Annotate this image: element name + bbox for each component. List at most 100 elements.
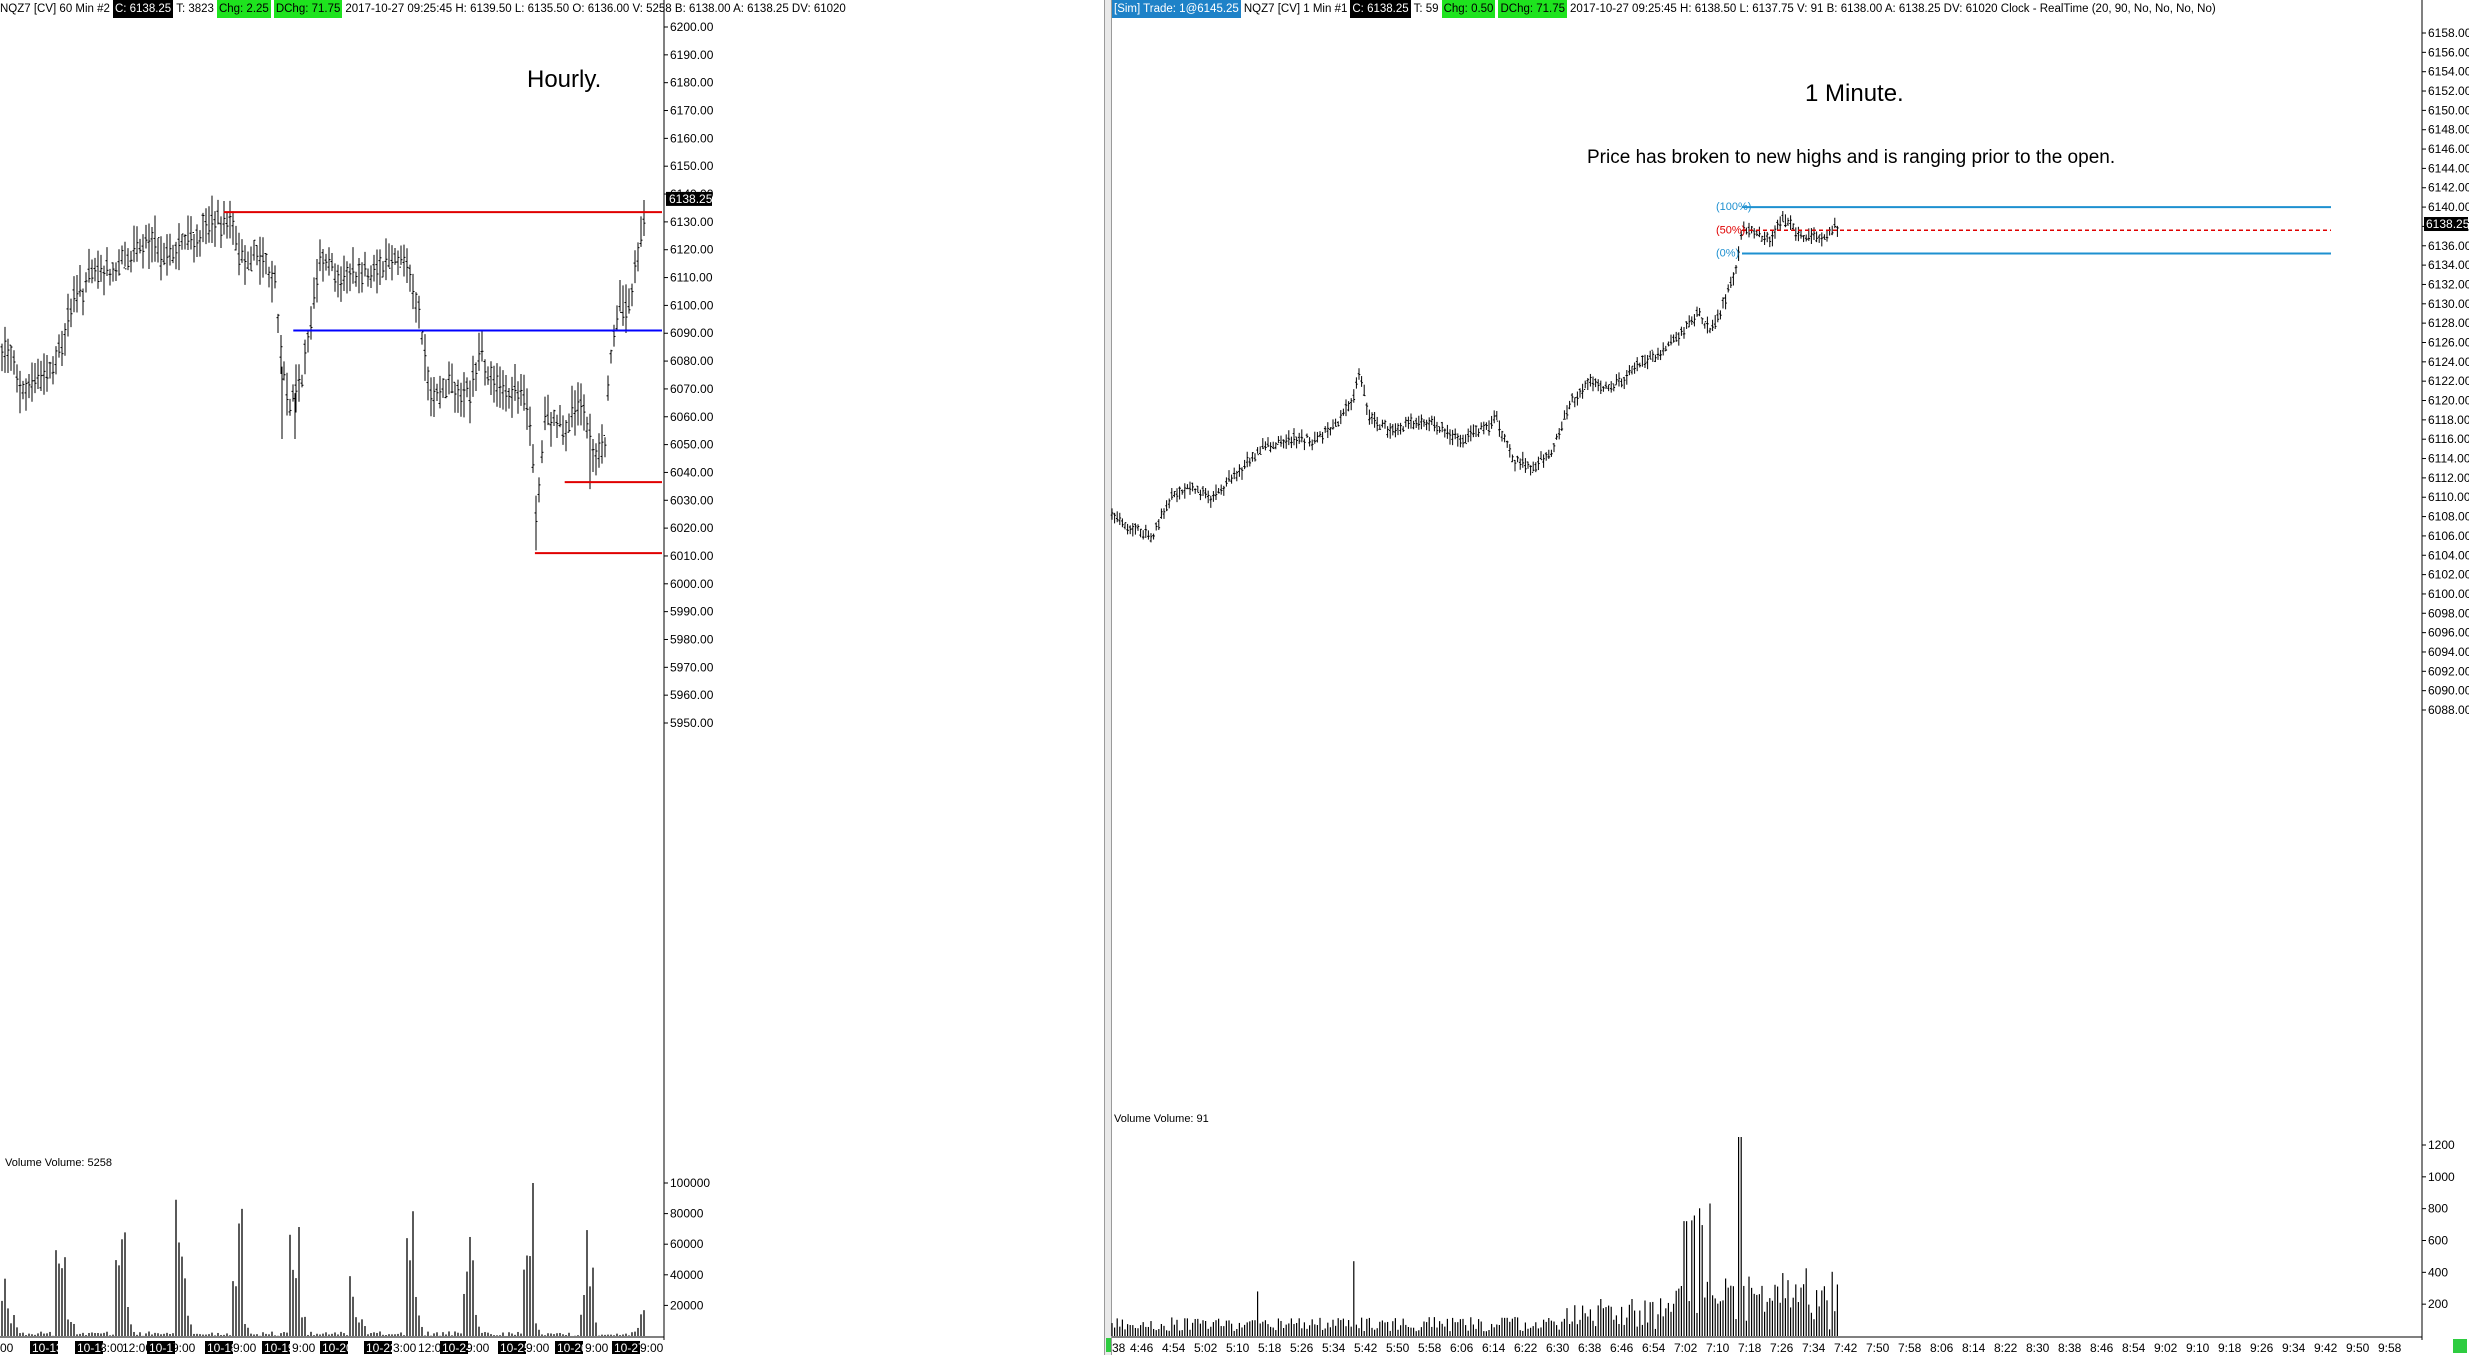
price-tick-label: 6094.00 [2428,645,2469,659]
time-tick-label: 9:00 [466,1341,490,1355]
hourly-chart-header: NQZ7 [CV] 60 Min #2 C: 6138.25 T: 3823 Chg:… [0,0,849,18]
pane-splitter[interactable] [1104,0,1112,1355]
time-tick-label: 7:58 [1898,1341,1922,1355]
time-tick-label: 5:18 [1258,1341,1282,1355]
price-tick-label: 6080.00 [670,354,714,368]
time-tick-label: 6:38 [1578,1341,1602,1355]
price-tick-label: 6118.00 [2428,413,2469,427]
price-tick-label: 6132.00 [2428,277,2469,291]
price-tick-label: 6088.00 [2428,703,2469,717]
price-tick-label: 6030.00 [670,493,714,507]
time-tick-label: 38 [1112,1341,1126,1355]
minute-chart-header: [Sim] Trade: 1@6145.25 NQZ7 [CV] 1 Min #1… [1112,0,2219,18]
price-tick-label: 5980.00 [670,632,714,646]
price-tick-label: 6102.00 [2428,568,2469,582]
time-tick-label: 00 [0,1341,14,1355]
date-marker-box [612,1341,640,1354]
time-tick-label: 5:50 [1386,1341,1410,1355]
volume-tick-label: 800 [2428,1202,2448,1216]
time-tick-label: 8:46 [2090,1341,2114,1355]
date-marker-box [75,1341,103,1354]
minute-chart-canvas[interactable]: 6158.00 6156.00 6154.00 6152.00 6150.00 6148.… [1110,0,2469,1355]
time-tick-label: 7:50 [1866,1341,1890,1355]
price-tick-label: 6098.00 [2428,606,2469,620]
price-tick-label: 5990.00 [670,605,714,619]
minute-chart-pane[interactable]: [Sim] Trade: 1@6145.25 NQZ7 [CV] 1 Min #1… [1110,0,2469,1355]
time-tick-label: 8:38 [2058,1341,2082,1355]
time-tick-label: 3:00 [393,1341,417,1355]
splitter-grip-icon[interactable] [1106,1338,1111,1352]
volume-tick-label: 1200 [2428,1138,2455,1152]
price-tick-label: 6200.00 [670,20,714,34]
date-marker-box [205,1341,233,1354]
time-tick-label: 9:00 [585,1341,609,1355]
status-indicator-icon [2453,1339,2467,1353]
date-marker-box [262,1341,290,1354]
price-tick-label: 6020.00 [670,521,714,535]
minute-volume-bars [1111,1137,1839,1336]
date-marker-label: 10-22 [366,1341,397,1355]
price-tick-label: 6190.00 [670,48,714,62]
price-tick-label: 6140.00 [2428,200,2469,214]
time-tick-label: 6:06 [1450,1341,1474,1355]
price-tick-label: 6180.00 [670,76,714,90]
fib-level-label: (0%) [1716,248,1739,260]
volume-label: Volume Volume: 91 [1114,1113,1209,1125]
date-marker-label: 10-26 [557,1341,588,1355]
hourly-chart-canvas[interactable]: 6200.00 6190.00 6180.00 6170.00 6160.00 6150.… [0,0,1104,1355]
time-tick-label: 8:06 [1930,1341,1954,1355]
volume-tick-label: 600 [2428,1234,2448,1248]
price-tick-label: 6100.00 [670,298,714,312]
price-tick-label: 6050.00 [670,438,714,452]
date-marker-label: 10-18 [207,1341,238,1355]
minute-header-field: C: 6138.25 [1350,0,1411,18]
time-tick-label: 5:02 [1194,1341,1218,1355]
volume-tick-label: 200 [2428,1297,2448,1311]
date-marker-label: 10-19 [264,1341,295,1355]
price-tick-label: 6150.00 [670,159,714,173]
time-tick-label: 9:10 [2186,1341,2210,1355]
time-tick-label: 7:34 [1802,1341,1826,1355]
price-tick-label: 6114.00 [2428,452,2469,466]
hourly-chart-pane[interactable]: NQZ7 [CV] 60 Min #2 C: 6138.25 T: 3823 Chg:… [0,0,1104,1355]
price-tick-label: 6070.00 [670,382,714,396]
time-tick-label: 6:14 [1482,1341,1506,1355]
hourly-header-field: T: 3823 [176,3,214,15]
volume-tick-label: 1000 [2428,1170,2455,1184]
time-tick-label: 5:34 [1322,1341,1346,1355]
price-tick-label: 6130.00 [670,215,714,229]
time-tick-label: 9:00 [640,1341,664,1355]
price-tick-label: 6150.00 [2428,103,2469,117]
volume-tick-label: 400 [2428,1265,2448,1279]
price-tick-label: 6158.00 [2428,26,2469,40]
price-tick-label: 6112.00 [2428,471,2469,485]
price-tick-label: 6100.00 [2428,587,2469,601]
hourly-header-field: C: 6138.25 [112,0,174,18]
fib-level-label: (100%) [1716,201,1751,213]
date-marker-label: 10-15 [77,1341,108,1355]
date-marker-box [147,1341,175,1354]
volume-tick-label: 80000 [670,1207,704,1221]
last-price-label: 6138.25 [2426,217,2469,231]
minute-header-field: [Sim] Trade: 1@6145.25 [1112,0,1241,18]
time-tick-label: 9:58 [2378,1341,2402,1355]
price-tick-label: 6170.00 [670,104,714,118]
hourly-header-field: Chg: 2.25 [216,0,271,18]
price-tick-label: 6060.00 [670,410,714,424]
time-tick-label: 9:34 [2282,1341,2306,1355]
price-tick-label: 6154.00 [2428,65,2469,79]
minute-price-bars [1110,211,1839,543]
hourly-annotation: Hourly. [527,66,602,93]
time-tick-label: 8:14 [1962,1341,1986,1355]
price-tick-label: 6160.00 [670,131,714,145]
time-tick-label: 6:54 [1642,1341,1666,1355]
date-marker-label: 10-25 [500,1341,531,1355]
volume-label: Volume Volume: 5258 [5,1157,112,1169]
date-marker-box [498,1341,526,1354]
price-tick-label: 6134.00 [2428,258,2469,272]
price-tick-label: 6124.00 [2428,355,2469,369]
time-tick-label: 3:00 [100,1341,124,1355]
price-tick-label: 6110.00 [670,271,713,285]
date-marker-box [555,1341,583,1354]
time-tick-label: 9:00 [292,1341,316,1355]
